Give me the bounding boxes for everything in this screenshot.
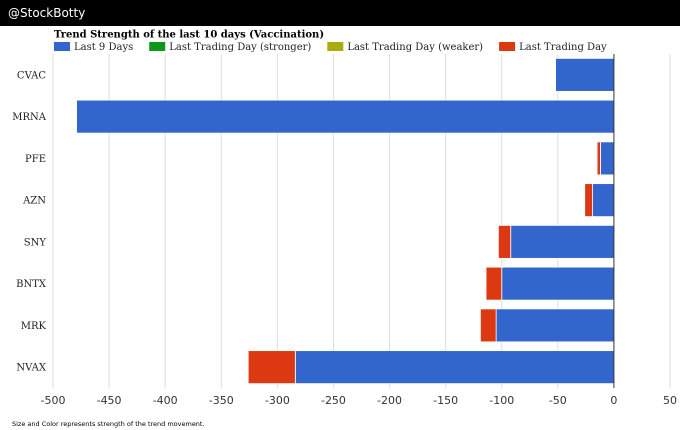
bar-bntx-last-9-days: [501, 266, 615, 301]
legend-swatch-last-trading-day-stronger: [149, 42, 166, 51]
category-label-sny: SNY: [24, 237, 47, 248]
bar-bntx-last-trading-day: [485, 266, 503, 301]
x-tick-label: -400: [153, 394, 178, 407]
bar-azn-last-trading-day: [584, 183, 593, 218]
bar-pfe-last-trading-day: [596, 141, 601, 176]
legend: Last 9 Days Last Trading Day (stronger) La…: [54, 42, 607, 53]
legend-label-last-9-days: Last 9 Days: [74, 42, 133, 53]
x-tick-label: 0: [610, 394, 617, 407]
chart-title: Trend Strength of the last 10 days (Vacc…: [54, 30, 324, 41]
bar-nvax-last-trading-day: [247, 350, 296, 385]
legend-swatch-last-9-days: [54, 42, 70, 51]
x-tick-label: -500: [41, 394, 66, 407]
category-label-cvac: CVAC: [17, 70, 46, 81]
legend-label-last-trading-day: Last Trading Day: [519, 42, 607, 53]
x-tick-label: 50: [663, 394, 677, 407]
category-label-nvax: NVAX: [16, 363, 47, 374]
bar-sny-last-9-days: [510, 224, 615, 259]
category-labels: CVAC MRNA PFE AZN SNY BNTX MRK NVAX: [12, 70, 47, 373]
category-label-mrna: MRNA: [12, 112, 47, 123]
bar-nvax-last-9-days: [294, 350, 615, 385]
x-tick-labels: -500 -450 -400 -350 -300 -250 -200 -150 -100 -50 0…: [41, 394, 677, 407]
category-label-bntx: BNTX: [16, 279, 47, 290]
x-tick-label: -250: [321, 394, 346, 407]
x-tick-label: -450: [97, 394, 122, 407]
category-label-mrk: MRK: [21, 321, 47, 332]
x-tick-label: -350: [209, 394, 234, 407]
category-label-azn: AZN: [22, 196, 46, 207]
bar-sny-last-trading-day: [497, 224, 512, 259]
bar-azn-last-9-days: [592, 183, 615, 218]
category-label-pfe: PFE: [25, 154, 46, 165]
x-tick-label: -300: [265, 394, 290, 407]
bar-pfe-last-9-days: [600, 141, 615, 176]
brand-header: @StockBotty: [0, 0, 680, 26]
bar-mrk-last-9-days: [495, 308, 615, 343]
trend-strength-chart: Trend Strength of the last 10 days (Vacc…: [12, 30, 677, 408]
x-tick-label: -200: [377, 394, 402, 407]
bars: [76, 57, 615, 385]
legend-label-last-trading-day-weaker: Last Trading Day (weaker): [347, 42, 483, 53]
footnote: Size and Color represents strength of th…: [12, 420, 205, 428]
legend-swatch-last-trading-day: [499, 42, 516, 51]
bar-mrk-last-trading-day: [480, 308, 497, 343]
bar-cvac-last-9-days: [555, 57, 615, 92]
x-tick-label: -50: [549, 394, 567, 407]
legend-label-last-trading-day-stronger: Last Trading Day (stronger): [169, 42, 311, 53]
bar-mrna-last-9-days: [76, 99, 615, 134]
x-tick-label: -100: [489, 394, 514, 407]
x-tick-label: -150: [433, 394, 458, 407]
legend-swatch-last-trading-day-weaker: [327, 42, 344, 51]
